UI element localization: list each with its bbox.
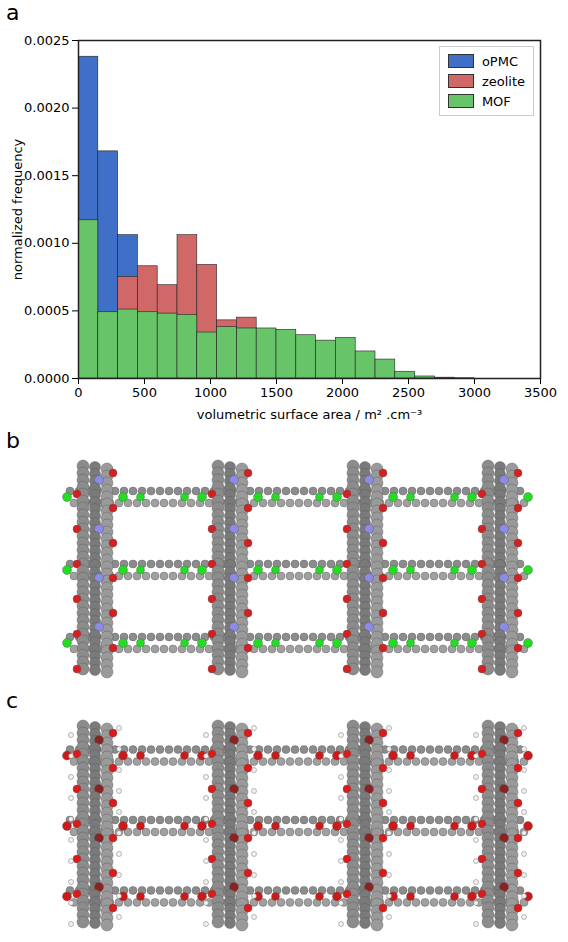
svg-text:3500: 3500 — [524, 385, 557, 400]
svg-text:3000: 3000 — [458, 385, 491, 400]
html-text:MOF: MOF — [481, 93, 511, 109]
svg-text:0.0025: 0.0025 — [24, 33, 70, 48]
svg-text:volumetric surface area / m² .: volumetric surface area / m² .cm⁻³ — [197, 407, 422, 422]
svg-text:1500: 1500 — [260, 385, 293, 400]
svg-text:0.0000: 0.0000 — [24, 371, 70, 386]
svg-text:0.0020: 0.0020 — [24, 100, 70, 115]
svg-text:0.0010: 0.0010 — [24, 235, 70, 250]
svg-text:0.0015: 0.0015 — [24, 168, 70, 183]
html-text:c: c — [6, 688, 19, 713]
html-text:a: a — [6, 0, 20, 25]
html-text:oPMC: oPMC — [481, 53, 518, 69]
svg-text:0: 0 — [74, 385, 82, 400]
html-text:b: b — [6, 428, 20, 453]
svg-text:2000: 2000 — [326, 385, 359, 400]
svg-text:2500: 2500 — [392, 385, 425, 400]
html-text:zeolite: zeolite — [481, 73, 525, 89]
svg-text:500: 500 — [132, 385, 157, 400]
svg-text:0.0005: 0.0005 — [24, 303, 70, 318]
svg-text:normalized frequency: normalized frequency — [10, 138, 25, 280]
svg-text:1000: 1000 — [194, 385, 227, 400]
